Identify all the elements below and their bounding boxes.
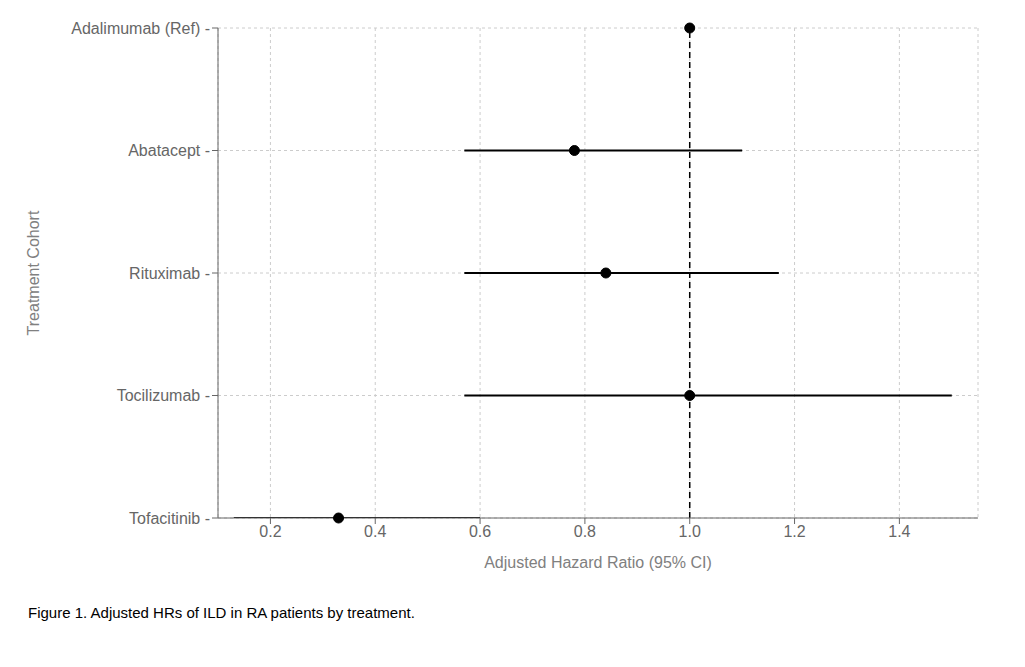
svg-text:Rituximab -: Rituximab -	[129, 265, 210, 282]
svg-text:0.2: 0.2	[259, 523, 281, 540]
svg-text:1.0: 1.0	[679, 523, 701, 540]
svg-text:Tocilizumab -: Tocilizumab -	[117, 387, 210, 404]
svg-text:0.6: 0.6	[469, 523, 491, 540]
svg-text:Abatacept -: Abatacept -	[128, 142, 210, 159]
html-text:Figure 1. Adjusted HRs of ILD: Figure 1. Adjusted HRs of ILD in RA pati…	[28, 604, 415, 621]
svg-text:Treatment Cohort: Treatment Cohort	[25, 210, 42, 335]
svg-text:1.4: 1.4	[888, 523, 910, 540]
svg-text:0.4: 0.4	[364, 523, 386, 540]
svg-text:0.8: 0.8	[574, 523, 596, 540]
svg-text:Tofacitinib -: Tofacitinib -	[129, 510, 210, 527]
svg-text:Adalimumab (Ref) -: Adalimumab (Ref) -	[71, 20, 210, 37]
svg-text:Adjusted Hazard Ratio (95% CI): Adjusted Hazard Ratio (95% CI)	[484, 554, 712, 571]
svg-text:1.2: 1.2	[783, 523, 805, 540]
